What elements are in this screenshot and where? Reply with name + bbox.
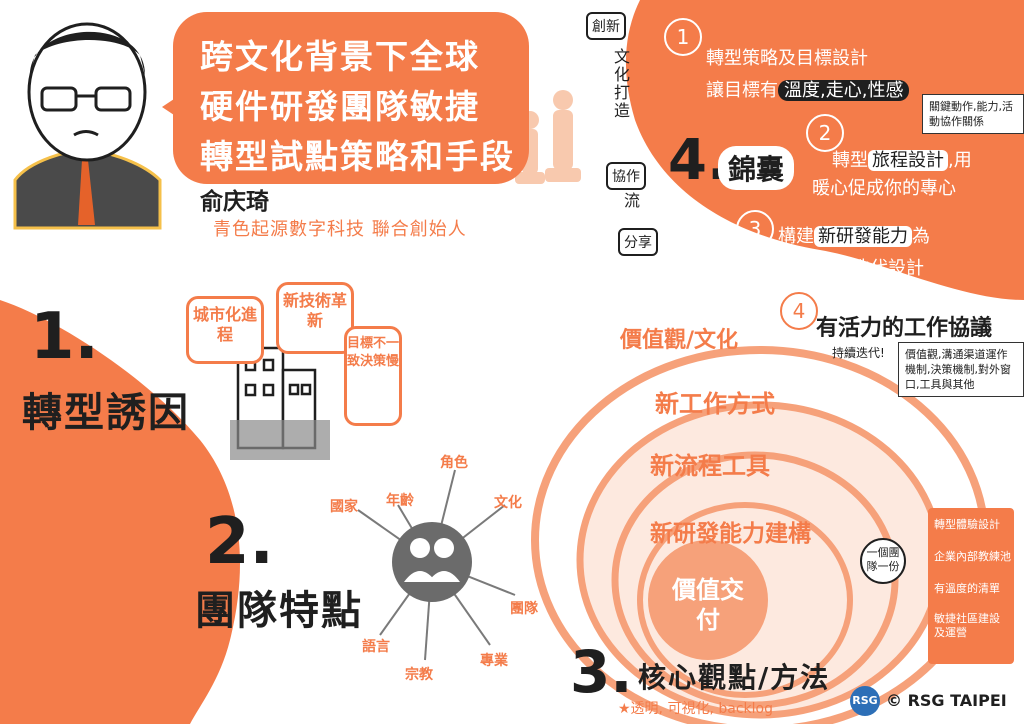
section2-number: 2. bbox=[205, 505, 274, 579]
item3-line2: 核心的團隊迭代設計 bbox=[762, 258, 924, 279]
title-line-1: 跨文化背景下全球 bbox=[200, 37, 480, 76]
ring-label-value-delivery: 價值交付 bbox=[672, 576, 744, 634]
copyright-text: © RSG TAIPEI bbox=[886, 691, 1007, 710]
section3-number: 3. bbox=[570, 638, 633, 706]
speaker-name: 俞庆琦 bbox=[200, 189, 269, 215]
item3-number: 3 bbox=[736, 210, 774, 248]
item4-note: 價值觀,溝通渠道運作機制,決策機制,對外窗口,工具與其他 bbox=[898, 342, 1024, 397]
tag-innovation: 創新 bbox=[586, 12, 626, 40]
bubble-goal-mismatch: 目標不一致決策慢 bbox=[344, 326, 402, 426]
list-item-1: 轉型體驗設計 bbox=[934, 518, 1000, 531]
section2-title: 團隊特點 bbox=[195, 588, 363, 634]
section4-title: 錦囊 bbox=[718, 146, 795, 190]
rsg-logo: RSG bbox=[850, 686, 880, 716]
topic-religion: 宗教 bbox=[405, 667, 433, 683]
building-icon bbox=[230, 346, 330, 460]
list-item-2: 企業內部教練池 bbox=[934, 550, 1011, 563]
ring-label-new-capability: 新研發能力建構 bbox=[650, 521, 811, 547]
arrow-note: 持續迭代! bbox=[832, 346, 885, 360]
ring-core bbox=[648, 540, 768, 660]
item2-line1: 轉型 旅程設計 ,用 bbox=[832, 150, 972, 171]
list-item-4: 敏捷社區建設及運營 bbox=[934, 612, 1000, 639]
title-bubble-tail bbox=[162, 95, 180, 119]
bubble-new-tech: 新技術革新 bbox=[276, 282, 354, 354]
speaker-role: 青色起源數字科技 聯合創始人 bbox=[213, 219, 467, 240]
topic-country: 國家 bbox=[330, 499, 358, 515]
speaker-avatar bbox=[13, 22, 162, 230]
tag-collaboration: 協作 bbox=[606, 162, 646, 190]
item2-number: 2 bbox=[806, 114, 844, 152]
word-flow: 流 bbox=[621, 192, 640, 210]
topic-profession: 專業 bbox=[480, 653, 508, 669]
side-note-bubble: 一個團隊一份 bbox=[860, 538, 906, 584]
word-culture-build: 文化打造 bbox=[611, 48, 630, 120]
item1-number: 1 bbox=[664, 18, 702, 56]
section3-title: 核心觀點/方法 bbox=[638, 661, 831, 694]
method-list-box bbox=[928, 508, 1014, 664]
bubble-urbanization: 城市化進程 bbox=[186, 296, 264, 364]
item1-line2: 讓目標有 溫度,走心,性感 bbox=[706, 76, 910, 102]
title-bubble bbox=[173, 12, 529, 184]
topic-culture: 文化 bbox=[494, 495, 522, 511]
tag-sharing: 分享 bbox=[618, 228, 658, 256]
ring-label-new-work: 新工作方式 bbox=[655, 390, 775, 418]
topic-team: 團隊 bbox=[510, 601, 538, 617]
item4-line1: 有活力的工作協議 bbox=[816, 316, 993, 341]
item1-line1: 轉型策略及目標設計 bbox=[706, 48, 868, 69]
list-item-3: 有溫度的清單 bbox=[934, 582, 1000, 595]
item2-note: 關鍵動作,能力,活動協作關係 bbox=[922, 94, 1024, 134]
title-line-3: 轉型試點策略和手段 bbox=[200, 137, 515, 176]
ring-label-new-process: 新流程工具 bbox=[650, 452, 770, 480]
item4-number: 4 bbox=[780, 292, 818, 330]
title-line-2: 硬件研發團隊敏捷 bbox=[200, 87, 480, 126]
topic-language: 語言 bbox=[362, 639, 390, 655]
topic-role: 角色 bbox=[440, 455, 468, 471]
topic-age: 年齡 bbox=[386, 493, 414, 509]
item2-line2: 暖心促成你的專心 bbox=[812, 178, 956, 199]
ring-label-values: 價值觀/文化 bbox=[620, 328, 739, 353]
section3-footnote: ★透明, 可視化, backlog bbox=[618, 701, 773, 717]
bottom-left-orange-region bbox=[0, 300, 240, 724]
section1-title: 轉型誘因 bbox=[22, 390, 190, 436]
section1-number: 1. bbox=[30, 300, 99, 374]
item3-line1: 構建 新研發能力為 bbox=[778, 226, 930, 247]
team-network-center bbox=[392, 522, 472, 602]
